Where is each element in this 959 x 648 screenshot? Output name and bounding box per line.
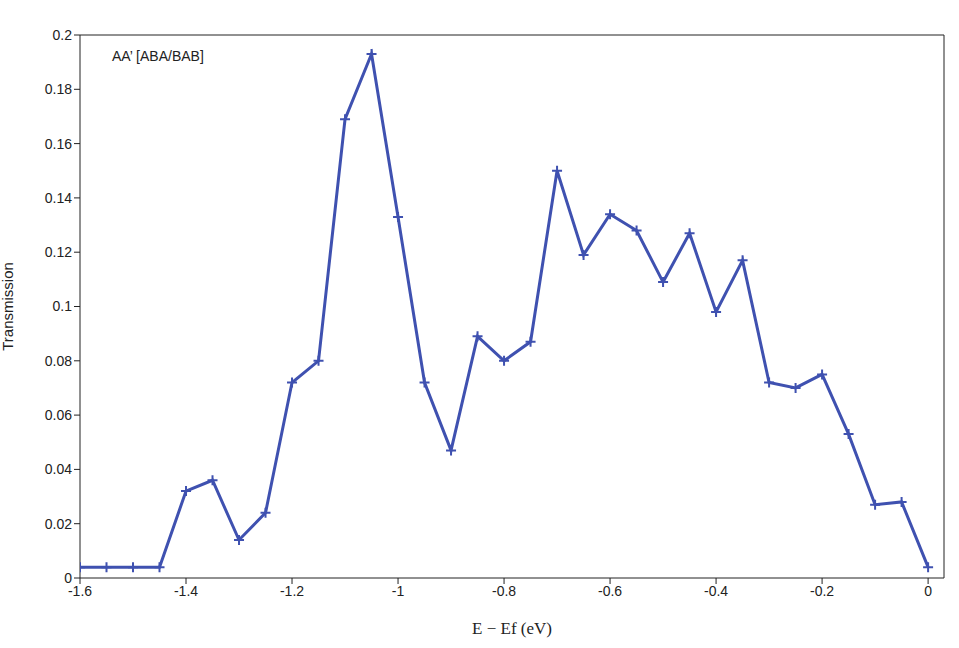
svg-text:-1.6: -1.6 [67,582,93,599]
svg-text:0: 0 [64,570,72,586]
svg-text:-1.2: -1.2 [280,583,304,599]
svg-text:0.18: 0.18 [45,81,72,97]
svg-text:-0.4: -0.4 [704,583,728,599]
svg-text:0.1: 0.1 [53,298,73,314]
html-text:AA’ [ABA/BAB]: AA’ [ABA/BAB] [112,48,204,64]
svg-text:0.16: 0.16 [45,136,72,152]
svg-text:E − Ef (eV): E − Ef (eV) [472,619,552,638]
svg-text:0.04: 0.04 [45,461,72,477]
svg-text:0.2: 0.2 [53,27,73,43]
svg-text:Transmission: Transmission [0,262,16,351]
svg-text:-0.8: -0.8 [492,583,516,599]
svg-text:0.08: 0.08 [45,353,72,369]
svg-text:-1: -1 [392,583,405,599]
svg-text:0.14: 0.14 [45,190,72,206]
svg-text:0.12: 0.12 [45,244,72,260]
svg-text:0: 0 [924,583,932,599]
svg-text:0.06: 0.06 [45,407,72,423]
svg-text:-0.6: -0.6 [598,583,622,599]
svg-text:-1.4: -1.4 [174,583,198,599]
svg-text:-0.2: -0.2 [810,583,834,599]
svg-text:0.02: 0.02 [45,516,72,532]
